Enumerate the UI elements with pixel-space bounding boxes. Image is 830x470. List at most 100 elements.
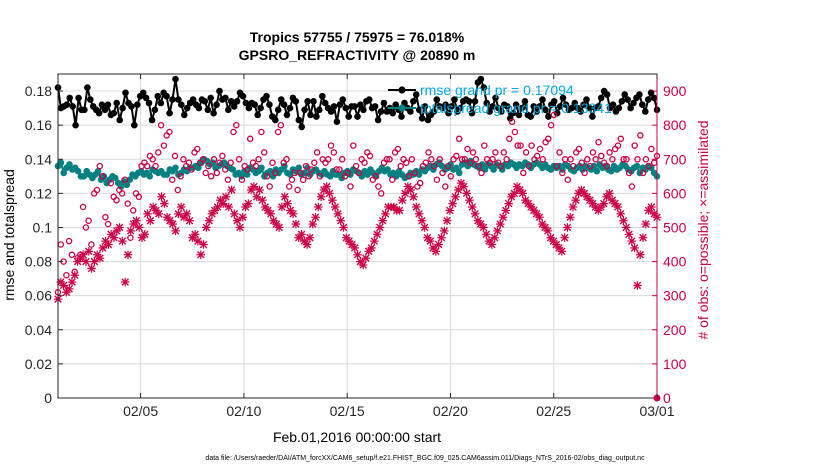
series-rmse-point — [104, 101, 112, 108]
series-assimilated-point — [258, 195, 267, 205]
series-possible-point — [497, 162, 505, 170]
series-possible-point — [461, 156, 469, 163]
series-possible-point — [411, 169, 418, 177]
series-possible-point — [595, 138, 602, 146]
series-assimilated-point — [624, 230, 634, 239]
series-possible-point — [623, 156, 630, 163]
series-assimilated-point — [202, 223, 211, 232]
series-totalspread-point — [327, 173, 334, 180]
series-rmse-point — [410, 98, 417, 105]
series-rmse-point — [207, 94, 214, 102]
series-assimilated-point — [95, 253, 105, 263]
series-rmse-point — [310, 98, 317, 105]
series-possible-point — [143, 162, 151, 170]
series-assimilated-point — [509, 189, 519, 198]
series-rmse-point — [597, 94, 605, 102]
series-assimilated-point — [305, 233, 315, 242]
series-possible-point — [433, 176, 441, 183]
series-possible-point — [297, 169, 304, 177]
series-possible-point — [428, 156, 435, 163]
series-rmse-point — [621, 91, 628, 98]
series-totalspread-point — [295, 164, 303, 172]
series-rmse-point — [424, 116, 432, 124]
series-possible-point — [545, 135, 552, 143]
series-rmse-point — [595, 103, 602, 110]
series-assimilated-point — [490, 233, 499, 242]
series-possible-point — [308, 166, 315, 173]
series-assimilated-point — [395, 206, 404, 215]
series-assimilated-point — [367, 243, 376, 253]
series-assimilated-point — [182, 209, 192, 219]
series-possible-point — [260, 149, 268, 156]
series-possible-point — [107, 179, 115, 187]
series-rmse-point — [556, 103, 564, 110]
series-assimilated-point — [481, 230, 491, 239]
x-tick-label: 02/05 — [123, 403, 158, 419]
series-possible-point — [550, 111, 558, 119]
series-assimilated-point — [563, 223, 572, 232]
series-rmse-point — [230, 103, 238, 110]
series-possible-point — [528, 142, 535, 149]
series-assimilated-point — [67, 277, 77, 287]
series-possible-point — [316, 173, 324, 180]
series-rmse-point — [627, 104, 634, 112]
series-rmse-point — [239, 92, 247, 100]
y-right-tick-label: 100 — [663, 356, 687, 372]
series-assimilated-point — [221, 192, 231, 202]
series-assimilated-point — [123, 250, 133, 260]
series-totalspread-point — [364, 171, 371, 178]
series-assimilated-point — [621, 223, 631, 232]
series-totalspread-point — [269, 173, 277, 180]
series-possible-point — [511, 128, 519, 136]
series-possible-point — [216, 159, 223, 166]
series-rmse-point — [145, 99, 153, 107]
series-rmse-point — [316, 106, 323, 114]
series-assimilated-point — [143, 209, 152, 219]
series-assimilated-point — [87, 264, 96, 273]
series-possible-point — [422, 159, 430, 166]
series-rmse-point — [351, 103, 358, 110]
series-totalspread-point — [74, 167, 82, 175]
series-rmse-point — [527, 113, 534, 120]
series-possible-point — [347, 183, 354, 190]
series-totalspread-point — [464, 162, 472, 170]
axes-frame — [57, 73, 658, 399]
series-rmse-point — [354, 113, 361, 120]
series-possible-point — [277, 121, 285, 129]
series-possible-point — [93, 186, 101, 194]
series-possible-point — [405, 173, 413, 180]
series-possible-point — [575, 145, 583, 153]
series-assimilated-point — [81, 257, 91, 266]
series-rmse-point — [545, 113, 552, 120]
series-assimilated-point — [160, 199, 169, 208]
series-assimilated-point — [146, 216, 155, 225]
series-rmse-point — [151, 106, 159, 114]
series-rmse-point — [116, 116, 123, 124]
series-rmse-point — [142, 94, 150, 102]
series-rmse-point — [87, 96, 94, 103]
series-rmse-point — [506, 115, 514, 122]
series-possible-point — [344, 169, 351, 177]
series-possible-point — [472, 156, 480, 163]
y-axis-label: rmse and totalspread — [1, 169, 17, 301]
series-rmse-point — [603, 91, 611, 98]
series-assimilated-point — [378, 216, 387, 225]
series-assimilated-point — [196, 250, 206, 260]
series-possible-point — [536, 145, 544, 153]
series-totalspread-point — [195, 164, 202, 172]
series-rmse-point — [398, 113, 405, 120]
series-assimilated-point — [64, 284, 74, 294]
series-possible-point — [517, 142, 524, 149]
tick-labels: 02/05 02/10 02/15 02/20 02/25 03/0100.020.040… — [25, 83, 687, 419]
series-possible-point — [171, 152, 179, 160]
series-rmse-point — [571, 99, 579, 107]
series-possible-point — [255, 156, 262, 163]
series-assimilated-point — [140, 230, 150, 239]
series-assimilated-point — [633, 281, 642, 290]
series-rmse-point — [445, 109, 452, 117]
chart-title: Tropics 57755 / 75975 = 76.018% — [250, 29, 465, 45]
series-possible-point — [436, 156, 443, 163]
series-possible-point — [313, 149, 321, 156]
series-rmse-point — [480, 84, 488, 91]
